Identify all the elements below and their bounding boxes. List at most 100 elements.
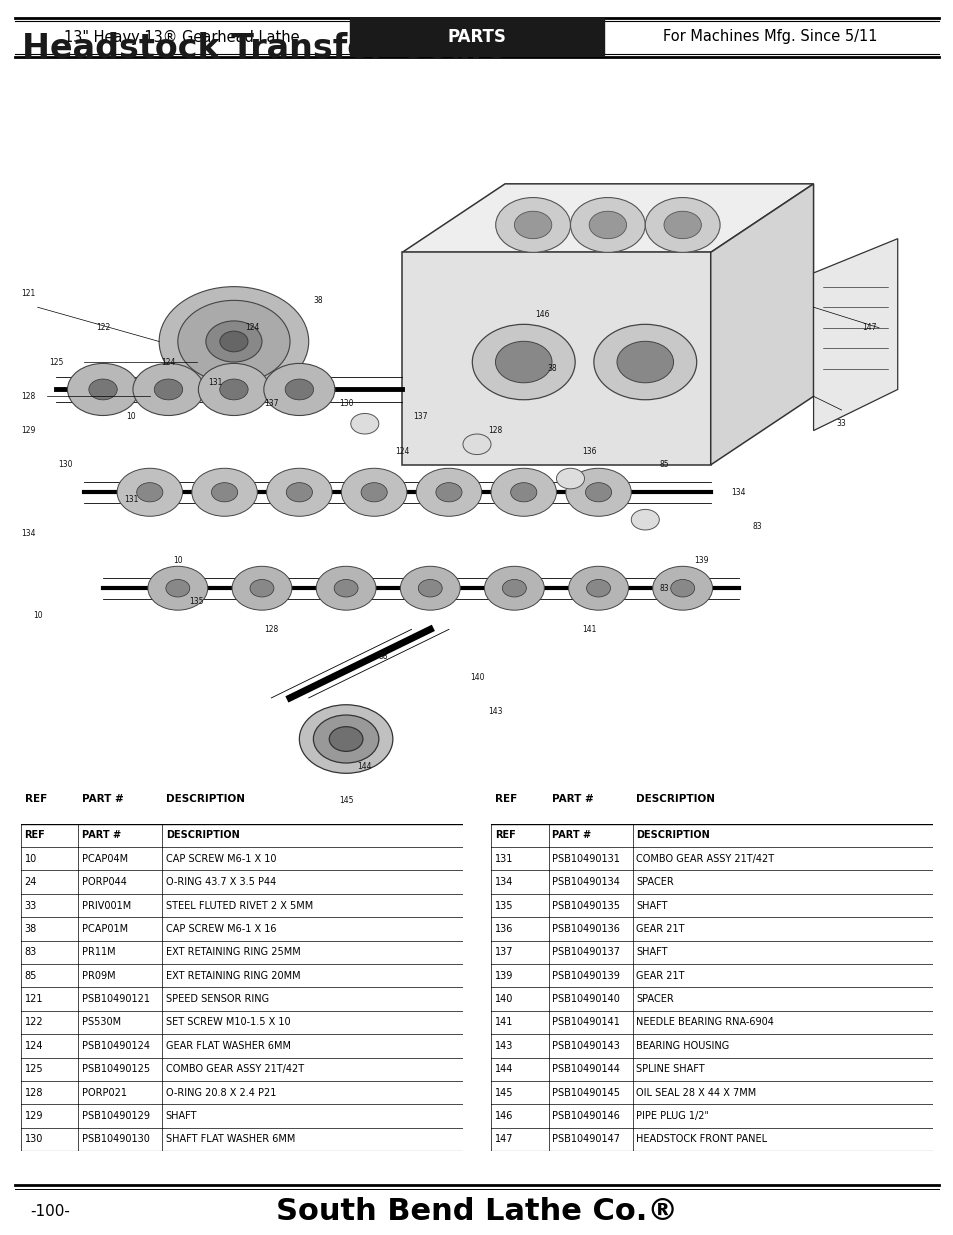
Text: 137: 137	[264, 399, 278, 408]
Text: STEEL FLUTED RIVET 2 X 5MM: STEEL FLUTED RIVET 2 X 5MM	[166, 900, 313, 910]
Text: 140: 140	[495, 994, 513, 1004]
Text: 134: 134	[495, 877, 513, 887]
Circle shape	[652, 567, 712, 610]
Text: 124: 124	[245, 324, 259, 332]
Circle shape	[341, 468, 406, 516]
Circle shape	[206, 321, 262, 362]
Text: 128: 128	[488, 426, 502, 435]
Circle shape	[68, 363, 138, 415]
Circle shape	[219, 379, 248, 400]
Text: SHAFT: SHAFT	[166, 1112, 197, 1121]
Circle shape	[491, 468, 556, 516]
Text: PSB10490139: PSB10490139	[552, 971, 619, 981]
Circle shape	[315, 567, 375, 610]
Circle shape	[462, 433, 491, 454]
Text: PR09M: PR09M	[82, 971, 115, 981]
Text: 124: 124	[25, 1041, 43, 1051]
Circle shape	[565, 468, 631, 516]
Circle shape	[568, 567, 628, 610]
Text: HEADSTOCK FRONT PANEL: HEADSTOCK FRONT PANEL	[636, 1134, 766, 1145]
Text: DESCRIPTION: DESCRIPTION	[636, 794, 715, 804]
Polygon shape	[402, 252, 710, 464]
Text: 135: 135	[495, 900, 513, 910]
Text: EXT RETAINING RING 25MM: EXT RETAINING RING 25MM	[166, 947, 300, 957]
Text: SHAFT: SHAFT	[636, 947, 667, 957]
Circle shape	[148, 567, 208, 610]
Circle shape	[166, 579, 190, 597]
Text: 125: 125	[25, 1065, 43, 1074]
Text: PCAP04M: PCAP04M	[82, 853, 128, 863]
Text: 137: 137	[495, 947, 513, 957]
Circle shape	[484, 567, 544, 610]
Circle shape	[334, 579, 357, 597]
Text: PSB10490124: PSB10490124	[82, 1041, 150, 1051]
Text: SPEED SENSOR RING: SPEED SENSOR RING	[166, 994, 269, 1004]
Text: 136: 136	[495, 924, 513, 934]
Text: 143: 143	[495, 1041, 513, 1051]
Circle shape	[329, 726, 362, 751]
Text: PSB10490135: PSB10490135	[552, 900, 619, 910]
Text: PRIV001M: PRIV001M	[82, 900, 132, 910]
Circle shape	[593, 325, 696, 400]
Text: COMBO GEAR ASSY 21T/42T: COMBO GEAR ASSY 21T/42T	[636, 853, 774, 863]
Text: -100-: -100-	[30, 1204, 70, 1219]
Text: REF: REF	[495, 830, 515, 841]
Text: 128: 128	[264, 625, 278, 634]
Text: 140: 140	[469, 673, 484, 682]
Text: COMBO GEAR ASSY 21T/42T: COMBO GEAR ASSY 21T/42T	[166, 1065, 304, 1074]
Text: 139: 139	[495, 971, 513, 981]
Text: 134: 134	[21, 529, 35, 538]
Circle shape	[416, 468, 481, 516]
Text: REF: REF	[25, 794, 47, 804]
Text: PART #: PART #	[552, 794, 594, 804]
Text: PARTS: PARTS	[447, 28, 506, 46]
Circle shape	[351, 414, 378, 433]
Text: 124: 124	[161, 358, 175, 367]
Text: 10: 10	[32, 611, 42, 620]
Text: PSB10490131: PSB10490131	[552, 853, 619, 863]
Circle shape	[132, 363, 204, 415]
Text: 141: 141	[581, 625, 596, 634]
Circle shape	[198, 363, 269, 415]
Text: PORP021: PORP021	[82, 1088, 127, 1098]
Text: 124: 124	[395, 447, 409, 456]
Text: 145: 145	[338, 797, 353, 805]
Text: PSB10490137: PSB10490137	[552, 947, 619, 957]
Text: CAP SCREW M6-1 X 16: CAP SCREW M6-1 X 16	[166, 924, 276, 934]
Text: PSB10490136: PSB10490136	[552, 924, 619, 934]
Text: SET SCREW M10-1.5 X 10: SET SCREW M10-1.5 X 10	[166, 1018, 290, 1028]
Text: 10: 10	[172, 556, 182, 566]
Circle shape	[89, 379, 117, 400]
Circle shape	[586, 579, 610, 597]
Polygon shape	[710, 184, 813, 464]
Text: 130: 130	[58, 461, 72, 469]
Text: PS530M: PS530M	[82, 1018, 121, 1028]
Text: PSB10490147: PSB10490147	[552, 1134, 619, 1145]
Text: 131: 131	[495, 853, 513, 863]
Text: PSB10490134: PSB10490134	[552, 877, 619, 887]
Circle shape	[136, 483, 163, 501]
Text: 143: 143	[488, 708, 502, 716]
Circle shape	[631, 509, 659, 530]
Text: O-RING 20.8 X 2.4 P21: O-RING 20.8 X 2.4 P21	[166, 1088, 276, 1098]
Text: 10: 10	[126, 412, 135, 421]
Circle shape	[232, 567, 292, 610]
Text: Headstock Transfer Gears: Headstock Transfer Gears	[22, 32, 506, 65]
Text: For Machines Mfg. Since 5/11: For Machines Mfg. Since 5/11	[662, 30, 877, 44]
Text: PSB10490144: PSB10490144	[552, 1065, 619, 1074]
Circle shape	[192, 468, 257, 516]
Text: PSB10490143: PSB10490143	[552, 1041, 619, 1051]
Text: 85: 85	[25, 971, 37, 981]
Text: 121: 121	[21, 289, 35, 298]
Text: 144: 144	[357, 762, 372, 771]
Text: 136: 136	[581, 447, 596, 456]
Circle shape	[663, 211, 700, 238]
Circle shape	[589, 211, 626, 238]
Text: 83: 83	[659, 584, 668, 593]
Text: 147: 147	[862, 324, 876, 332]
Text: 139: 139	[694, 556, 708, 566]
Text: 85: 85	[659, 461, 668, 469]
Text: 146: 146	[535, 310, 549, 319]
Text: BEARING HOUSING: BEARING HOUSING	[636, 1041, 729, 1051]
Circle shape	[570, 198, 644, 252]
